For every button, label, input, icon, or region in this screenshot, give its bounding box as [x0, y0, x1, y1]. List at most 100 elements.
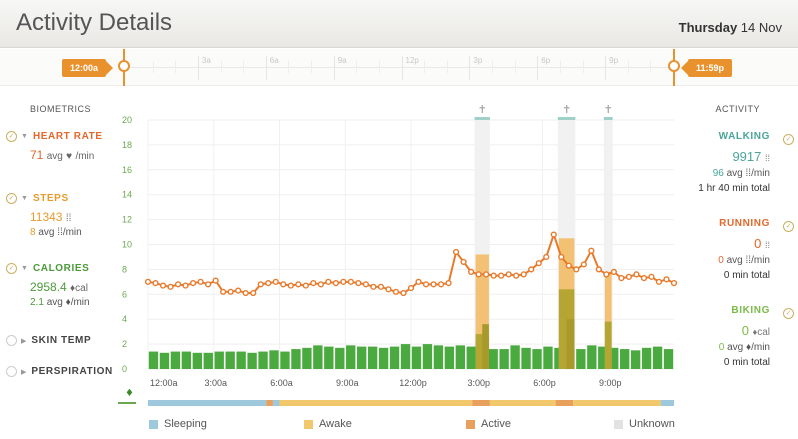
- range-tick-9a: 9a: [333, 56, 347, 80]
- running-label: RUNNING: [719, 218, 770, 229]
- metric-skin-temp[interactable]: ▶ SKIN TEMP: [6, 335, 116, 346]
- heart-rate-point: [535, 260, 542, 267]
- unchecked-icon[interactable]: [6, 335, 17, 346]
- steps-sub-value: 8: [30, 227, 36, 238]
- heart-rate-point: [205, 281, 212, 288]
- heart-rate-point: [392, 288, 400, 295]
- calorie-bar: [652, 346, 663, 369]
- heart-rate-point: [220, 288, 227, 295]
- steps-bar: [604, 321, 612, 369]
- heart-rate-point: [310, 279, 317, 287]
- range-minor-tick: [175, 61, 177, 73]
- biking-unit: cal: [757, 327, 770, 338]
- end-time-handle[interactable]: 11:59p: [680, 59, 733, 77]
- heart-rate-point: [663, 276, 670, 283]
- time-range-selector[interactable]: 3a 6a 9a 12p 3p 6p 9p 12:00a 11:59p: [0, 49, 798, 86]
- end-time-knob[interactable]: [668, 60, 680, 72]
- calories-rate-unit: /min: [70, 297, 90, 308]
- calories-avg: avg: [46, 297, 63, 308]
- calorie-bar: [291, 349, 301, 369]
- heart-rate-point: [257, 281, 264, 288]
- calorie-bar: [488, 349, 498, 369]
- heart-rate-point: [385, 286, 392, 293]
- activity-walking[interactable]: WALKING 9917 ⁞⁞ 96 avg ⁞⁞/min 1 hr 40 mi…: [660, 131, 770, 194]
- calorie-bar: [269, 350, 279, 369]
- footsteps-icon: ⁞⁞: [57, 227, 63, 238]
- heart-rate-point: [362, 281, 370, 288]
- metric-perspiration[interactable]: ▶ PERSPIRATION: [6, 366, 116, 377]
- heart-rate-point: [152, 279, 159, 287]
- caret-down-icon[interactable]: ▼: [21, 265, 28, 272]
- steps-bar: [566, 319, 575, 369]
- walking-check-icon[interactable]: ✓: [783, 134, 794, 145]
- running-check-icon[interactable]: ✓: [783, 221, 794, 232]
- heart-rate-point: [287, 282, 294, 289]
- activity-chart[interactable]: 0 2 4 6 8 10 12 14 16 18 20 12:00a 3:00a 6:00a 9:00a 12…: [110, 96, 680, 411]
- caret-right-icon[interactable]: ▶: [21, 368, 27, 376]
- biking-check-icon[interactable]: ✓: [783, 308, 794, 319]
- caret-right-icon[interactable]: ▶: [21, 337, 27, 345]
- heart-rate-point: [242, 289, 249, 297]
- flame-icon: ♦: [65, 297, 71, 308]
- check-icon[interactable]: ✓: [6, 131, 17, 142]
- y-tick-label: 10: [122, 240, 132, 250]
- biometrics-title: BIOMETRICS: [30, 104, 92, 114]
- footsteps-icon: ⁞⁞: [745, 255, 752, 266]
- running-total: 0 min total: [723, 270, 770, 281]
- x-tick-label: 6:00p: [533, 378, 556, 388]
- state-bar-segment: [489, 400, 556, 406]
- calories-unit: cal: [75, 283, 88, 294]
- x-tick-label: 3:00a: [204, 378, 227, 388]
- header: Activity Details Thursday 14 Nov: [0, 0, 798, 48]
- activity-running[interactable]: RUNNING 0 ⁞⁞ 0 avg ⁞⁞/min 0 min total: [660, 218, 770, 281]
- calorie-bar: [532, 349, 542, 369]
- walking-period-marker: [603, 117, 613, 120]
- biking-value: 0: [741, 323, 749, 338]
- heart-rate-point: [422, 281, 430, 288]
- metric-steps[interactable]: ✓ ▼ STEPS 11343 ⁞⁞ 8 avg ⁞⁞/min: [6, 193, 116, 238]
- calorie-bar: [455, 345, 465, 369]
- state-bar-segment: [279, 400, 473, 406]
- calorie-bar: [280, 351, 290, 369]
- heart-rate-point: [407, 284, 415, 292]
- unchecked-icon[interactable]: [6, 366, 17, 377]
- calorie-bar: [510, 345, 520, 369]
- caret-down-icon[interactable]: ▼: [21, 133, 28, 140]
- heart-rate-point: [498, 272, 505, 279]
- running-sub-value: 0: [718, 255, 724, 266]
- metric-calories[interactable]: ✓ ▼ CALORIES 2958.4 ♦cal 2.1 avg ♦/min: [6, 263, 116, 308]
- flame-icon: ♦: [752, 327, 758, 337]
- metric-heart-rate[interactable]: ✓ ▼ HEART RATE 71 avg ♥ /min: [6, 131, 116, 162]
- state-bar-segment: [660, 400, 674, 406]
- legend-item-awake: Awake: [304, 418, 352, 430]
- start-time-handle[interactable]: 12:00a: [62, 59, 114, 77]
- steps-bar: [482, 324, 489, 369]
- legend-item-active: Active: [466, 418, 511, 430]
- calorie-bar: [302, 347, 312, 369]
- heart-rate-point: [475, 271, 482, 278]
- calorie-bar: [170, 351, 181, 369]
- calorie-bar: [181, 351, 192, 369]
- heart-rate-point: [144, 278, 152, 285]
- heart-rate-point: [633, 271, 640, 278]
- calorie-bar: [521, 347, 531, 369]
- legend-item-unknown: Unknown: [614, 418, 675, 430]
- footsteps-icon: ⁞⁞: [764, 240, 770, 250]
- heart-rate-point: [550, 231, 557, 238]
- check-icon[interactable]: ✓: [6, 263, 17, 274]
- calories-sub-value: 2.1: [30, 297, 44, 308]
- calorie-bar: [258, 351, 268, 369]
- range-minor-tick: [559, 61, 561, 73]
- calorie-bar: [378, 347, 389, 369]
- start-time-knob[interactable]: [118, 60, 130, 72]
- caret-down-icon[interactable]: ▼: [21, 195, 28, 202]
- heart-rate-point: [340, 278, 347, 285]
- footsteps-icon: ⁞⁞: [764, 153, 770, 163]
- activity-biking[interactable]: BIKING 0 ♦cal 0 avg ♦/min 0 min total: [660, 305, 770, 368]
- calorie-bar: [324, 346, 334, 369]
- legend-swatch: [614, 419, 623, 429]
- heart-rate-point: [445, 279, 452, 287]
- calories-label: CALORIES: [32, 263, 90, 274]
- check-icon[interactable]: ✓: [6, 193, 17, 204]
- heart-rate-point: [347, 278, 354, 285]
